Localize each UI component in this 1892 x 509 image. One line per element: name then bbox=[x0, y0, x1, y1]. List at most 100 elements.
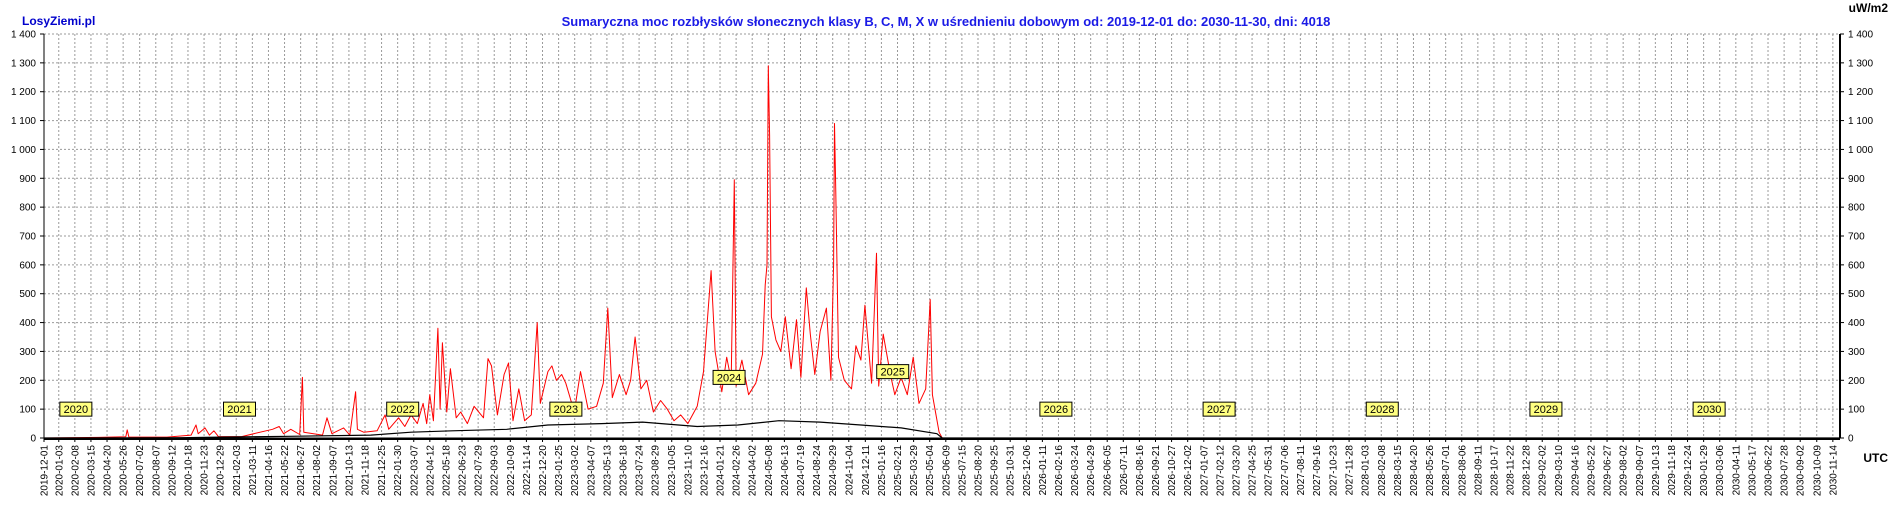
x-tick-label: 2027-03-20 bbox=[1231, 445, 1242, 497]
x-tick-label: 2022-05-18 bbox=[441, 445, 452, 497]
x-tick-label: 2030-03-06 bbox=[1715, 445, 1726, 497]
y-tick-label: 200 bbox=[19, 376, 36, 387]
x-tick-label: 2025-03-29 bbox=[909, 445, 920, 497]
y-tick-label: 400 bbox=[19, 318, 36, 329]
year-marker-label: 2024 bbox=[717, 372, 741, 384]
year-marker-box bbox=[1039, 401, 1073, 417]
x-tick-label: 2025-10-31 bbox=[1006, 445, 1017, 497]
x-tick-label: 2022-06-23 bbox=[458, 445, 469, 497]
x-tick-label: 2030-06-22 bbox=[1764, 445, 1775, 497]
x-tick-label: 2022-12-20 bbox=[538, 445, 549, 497]
year-markers: 2020 2021 2022 2023 2024 2025 2026 2027 2028 2029… bbox=[59, 364, 1726, 417]
x-tick-label: 2022-10-09 bbox=[506, 445, 517, 497]
x-tick-label: 2024-02-26 bbox=[732, 445, 743, 497]
x-tick-label: 2025-07-15 bbox=[957, 445, 968, 497]
x-tick-label: 2023-12-16 bbox=[699, 445, 710, 497]
x-tick-label: 2020-01-03 bbox=[54, 445, 65, 497]
x-tick-label: 2027-05-31 bbox=[1264, 445, 1275, 497]
x-tick-label: 2024-06-13 bbox=[780, 445, 791, 497]
x-tick-label: 2021-06-27 bbox=[296, 445, 307, 497]
x-tick-label: 2029-04-16 bbox=[1570, 445, 1581, 497]
x-tick-label: 2022-04-12 bbox=[425, 445, 436, 497]
year-marker-label: 2030 bbox=[1697, 404, 1721, 416]
x-tick-label: 2023-01-25 bbox=[554, 445, 565, 497]
y-tick-label: 1 000 bbox=[11, 145, 36, 156]
series-line-1 bbox=[43, 65, 1840, 439]
x-tick-label: 2026-03-24 bbox=[1070, 445, 1081, 497]
x-tick-label: 2026-10-27 bbox=[1167, 445, 1178, 497]
x-tick-label: 2025-09-25 bbox=[990, 445, 1001, 497]
y-tick-label: 1 200 bbox=[1848, 87, 1873, 98]
x-axis: 2019-12-01 2020-01-03 2020-02-08 2020-03-15… bbox=[40, 438, 1839, 497]
year-marker-box bbox=[222, 401, 256, 417]
x-tick-label: 2030-11-14 bbox=[1828, 445, 1839, 496]
x-tick-label: 2025-12-06 bbox=[1022, 445, 1033, 497]
y-tick-label: 300 bbox=[1848, 347, 1865, 358]
x-tick-label: 2021-05-22 bbox=[280, 445, 291, 497]
x-tick-label: 2027-09-16 bbox=[1312, 445, 1323, 497]
x-tick-label: 2028-10-17 bbox=[1489, 445, 1500, 497]
x-tick-label: 2028-12-28 bbox=[1522, 445, 1533, 497]
y-tick-label: 400 bbox=[1848, 318, 1865, 329]
y-tick-label: 500 bbox=[1848, 289, 1865, 300]
x-tick-label: 2023-05-13 bbox=[602, 445, 613, 497]
year-marker-box bbox=[1365, 401, 1399, 417]
y-tick-label: 700 bbox=[1848, 232, 1865, 243]
x-tick-label: 2023-06-18 bbox=[618, 445, 629, 497]
x-tick-label: 2025-05-04 bbox=[925, 445, 936, 497]
x-tick-label: 2023-03-02 bbox=[570, 445, 581, 497]
x-tick-label: 2028-01-03 bbox=[1361, 445, 1372, 497]
x-tick-label: 2027-07-06 bbox=[1280, 445, 1291, 497]
x-tick-label: 2029-02-02 bbox=[1538, 445, 1549, 497]
x-tick-label: 2029-03-10 bbox=[1554, 445, 1565, 497]
year-marker-box bbox=[1202, 401, 1236, 417]
x-tick-label: 2024-04-02 bbox=[748, 445, 759, 497]
y-tick-label: 1 100 bbox=[1848, 116, 1873, 127]
x-tick-label: 2024-05-08 bbox=[764, 445, 775, 497]
x-tick-label: 2027-11-28 bbox=[1345, 445, 1356, 496]
y-tick-label: 900 bbox=[1848, 174, 1865, 185]
x-tick-label: 2020-03-15 bbox=[86, 445, 97, 497]
year-marker-box bbox=[549, 401, 583, 417]
x-tick-label: 2023-04-07 bbox=[586, 445, 597, 497]
y-tick-label: 1 300 bbox=[11, 58, 36, 69]
x-tick-label: 2030-10-09 bbox=[1812, 445, 1823, 497]
x-tick-label: 2029-05-22 bbox=[1586, 445, 1597, 497]
y-tick-label: 200 bbox=[1848, 376, 1865, 387]
x-tick-label: 2022-01-30 bbox=[393, 445, 404, 497]
year-marker-label: 2028 bbox=[1370, 404, 1394, 416]
x-tick-label: 2028-03-15 bbox=[1393, 445, 1404, 497]
year-marker-label: 2022 bbox=[390, 404, 414, 416]
x-tick-label: 2026-02-16 bbox=[1054, 445, 1065, 497]
x-tick-label: 2027-02-12 bbox=[1215, 445, 1226, 497]
y-tick-label: 1 000 bbox=[1848, 145, 1873, 156]
x-tick-label: 2020-05-26 bbox=[119, 445, 130, 497]
x-tick-label: 2021-08-02 bbox=[312, 445, 323, 497]
x-tick-label: 2020-10-18 bbox=[183, 445, 194, 497]
site-logo[interactable]: LosyZiemi.pl bbox=[22, 14, 96, 28]
x-tick-label: 2028-05-26 bbox=[1425, 445, 1436, 497]
x-tick-label: 2030-07-28 bbox=[1780, 445, 1791, 497]
y-tick-label: 1 400 bbox=[1848, 30, 1873, 41]
x-tick-label: 2029-08-02 bbox=[1619, 445, 1630, 497]
year-marker-label: 2020 bbox=[64, 404, 88, 416]
x-tick-label: 2020-07-02 bbox=[135, 445, 146, 497]
y-tick-label: 0 bbox=[30, 434, 36, 445]
x-tick-label: 2020-11-23 bbox=[200, 445, 211, 496]
x-tick-label: 2027-04-25 bbox=[1248, 445, 1259, 497]
x-tick-label: 2025-02-21 bbox=[893, 445, 904, 497]
year-marker-label: 2029 bbox=[1534, 404, 1558, 416]
y-tick-label: 100 bbox=[19, 405, 36, 416]
x-tick-label: 2021-12-25 bbox=[377, 445, 388, 497]
y-tick-label: 1 200 bbox=[11, 87, 36, 98]
y-tick-label: 1 300 bbox=[1848, 58, 1873, 69]
year-marker-label: 2027 bbox=[1207, 404, 1231, 416]
x-tick-label: 2024-12-11 bbox=[861, 445, 872, 496]
x-tick-label: 2021-04-16 bbox=[264, 445, 275, 497]
y-tick-label: 600 bbox=[1848, 260, 1865, 271]
y-tick-label: 100 bbox=[1848, 405, 1865, 416]
x-tick-label: 2027-08-11 bbox=[1296, 445, 1307, 496]
year-marker-box bbox=[386, 401, 420, 417]
year-marker-box bbox=[876, 364, 910, 380]
